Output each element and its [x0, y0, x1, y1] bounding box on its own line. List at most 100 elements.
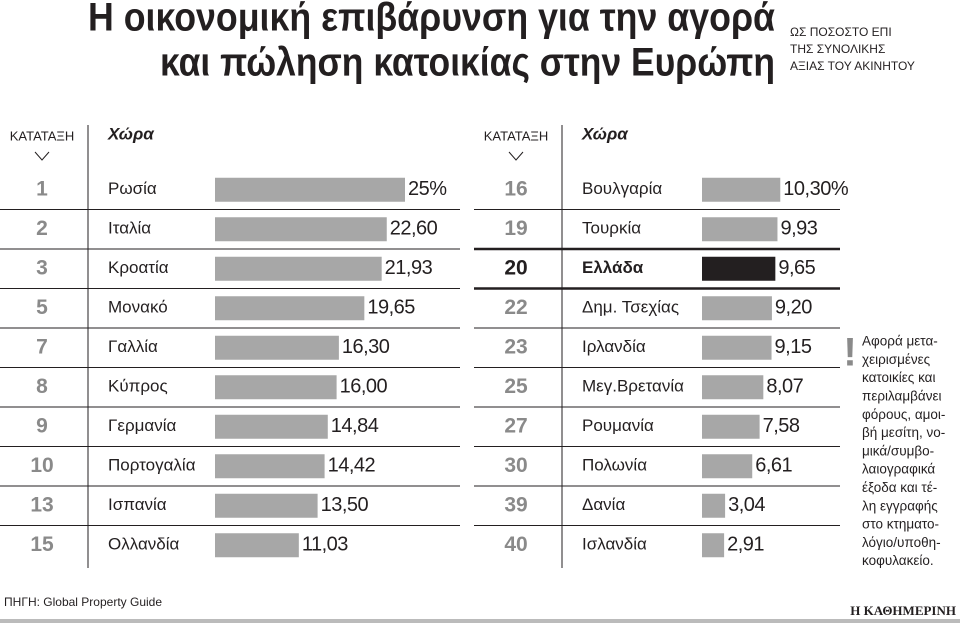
- note-line: Αφορά μετα-: [862, 334, 938, 349]
- title: και πώληση κατοικίας στην Ευρώπη: [160, 41, 775, 85]
- category: Γερμανία: [108, 416, 177, 435]
- note-line: βή μεσίτη, νο-: [862, 425, 945, 440]
- value-label: 9,15: [775, 336, 812, 358]
- value-label: 9,20: [775, 297, 812, 319]
- rank: 10: [30, 454, 53, 477]
- bar: [702, 414, 760, 439]
- bar: [215, 177, 405, 202]
- value-label: 21,93: [385, 257, 433, 279]
- bar: [215, 256, 382, 281]
- rank: 40: [504, 533, 527, 556]
- rank: 30: [504, 454, 527, 477]
- note-icon: !: [843, 331, 856, 375]
- rank-header: ΚΑΤΑΤΑΞΗ: [484, 128, 549, 143]
- category: Κροατία: [108, 258, 169, 277]
- rank: 1: [36, 177, 48, 200]
- value-label: 14,84: [331, 415, 379, 437]
- bar: [702, 217, 778, 242]
- bar: [215, 375, 337, 400]
- value-label: 3,04: [728, 494, 765, 516]
- bar: [702, 454, 753, 479]
- value-label: 16,00: [340, 376, 388, 398]
- category: Δημ. Τσεχίας: [582, 298, 679, 317]
- category: Βουλγαρία: [582, 179, 662, 198]
- rank-header: ΚΑΤΑΤΑΞΗ: [10, 128, 75, 143]
- note-line: κατοικίες και: [862, 370, 935, 385]
- category-header: Χώρα: [107, 124, 155, 143]
- bar: [702, 177, 781, 202]
- note-line: στο κτηματο-: [862, 517, 939, 532]
- value-label: 19,65: [367, 297, 415, 319]
- title: Η οικονομική επιβάρυνση για την αγορά: [88, 0, 775, 40]
- subtitle: ΤΗΣ ΣΥΝΟΛΙΚΗΣ: [790, 42, 885, 56]
- bar: [702, 256, 776, 281]
- publisher: Η ΚΑΘΗΜΕΡΙΝΗ: [850, 603, 956, 618]
- rank: 13: [30, 493, 53, 516]
- category: Μονακό: [108, 298, 168, 317]
- note-line: λαιογραφικά: [862, 462, 935, 477]
- note-line: κοφυλακείο.: [862, 553, 934, 568]
- category: Ρωσία: [108, 179, 157, 198]
- rank: 25: [504, 375, 528, 398]
- bar: [215, 335, 339, 360]
- bar: [215, 296, 365, 321]
- bar: [215, 217, 387, 242]
- category: Γαλλία: [108, 337, 158, 356]
- note-line: έξοδα και τέ-: [862, 480, 937, 495]
- value-label: 8,07: [766, 376, 803, 398]
- note-line: χειρισμένες: [862, 352, 931, 367]
- bar: [215, 414, 328, 439]
- value-label: 9,65: [778, 257, 815, 279]
- subtitle: ΑΞΙΑΣ ΤΟΥ ΑΚΙΝΗΤΟΥ: [790, 59, 915, 73]
- category: Ιρλανδία: [582, 337, 646, 356]
- bar: [702, 493, 726, 518]
- value-label: 13,50: [321, 494, 369, 516]
- category: Δανία: [582, 495, 625, 514]
- rank: 23: [504, 335, 527, 358]
- category: Τουρκία: [582, 219, 641, 238]
- rank: 19: [504, 217, 527, 240]
- value-label: 9,93: [780, 218, 817, 240]
- note-line: περιλαμβάνει: [862, 388, 941, 403]
- rank: 15: [30, 533, 54, 556]
- value-label: 6,61: [755, 455, 792, 477]
- rank: 9: [36, 414, 48, 437]
- note-line: λη εγγραφής: [862, 498, 938, 513]
- rank: 22: [504, 296, 527, 319]
- value-label: 22,60: [390, 218, 438, 240]
- note-line: μικά/συμβο-: [862, 443, 934, 458]
- value-label: 14,42: [328, 455, 376, 477]
- category: Μεγ.Βρετανία: [582, 377, 684, 396]
- bar: [702, 296, 772, 321]
- rank: 20: [504, 256, 527, 279]
- category: Πορτογαλία: [108, 456, 196, 475]
- value-label: 2,91: [727, 534, 764, 556]
- note-line: φόρους, αμοι-: [862, 407, 945, 422]
- rank: 27: [504, 414, 527, 437]
- rank: 16: [504, 177, 527, 200]
- rank-caret: [34, 151, 50, 161]
- rank: 8: [36, 375, 48, 398]
- rank-caret: [508, 151, 524, 161]
- bar: [215, 493, 318, 518]
- category-header: Χώρα: [581, 124, 629, 143]
- bar: [702, 335, 772, 360]
- category: Πολωνία: [582, 456, 647, 475]
- bar: [702, 533, 725, 558]
- source: ΠΗΓΗ: Global Property Guide: [4, 595, 162, 609]
- bar: [215, 454, 325, 479]
- rank: 39: [504, 493, 527, 516]
- rank: 2: [36, 217, 48, 240]
- value-label: 10,30%: [783, 178, 849, 200]
- rank: 3: [36, 256, 48, 279]
- value-label: 11,03: [302, 534, 348, 556]
- category: Ιταλία: [108, 219, 151, 238]
- category: Κύπρος: [108, 377, 168, 396]
- bar: [215, 533, 299, 558]
- category: Ισπανία: [108, 495, 167, 514]
- note-line: λόγιο/υποθη-: [862, 535, 941, 550]
- category: Ισλανδία: [582, 535, 647, 554]
- value-label: 16,30: [342, 336, 390, 358]
- value-label: 7,58: [763, 415, 800, 437]
